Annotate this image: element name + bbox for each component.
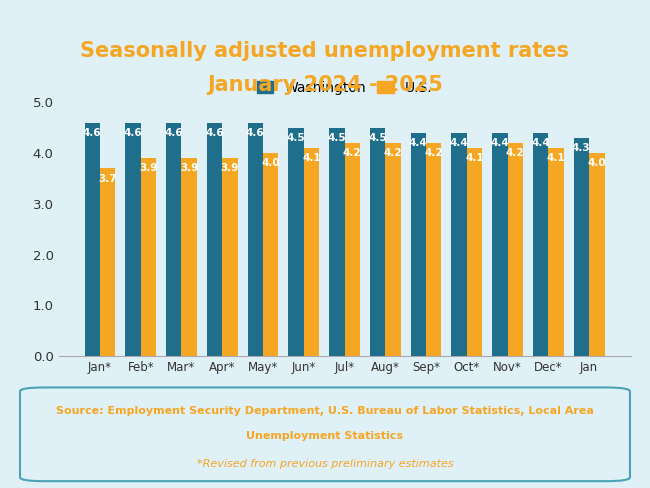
Text: January 2024 - 2025: January 2024 - 2025 [207, 76, 443, 95]
Bar [304, 148, 319, 356]
Text: 4.6: 4.6 [164, 128, 183, 138]
Text: 4.2: 4.2 [384, 148, 402, 158]
Bar [207, 123, 222, 356]
Text: 4.2: 4.2 [424, 148, 443, 158]
Legend: Washington, U.S.: Washington, U.S. [252, 77, 437, 99]
Bar [125, 123, 141, 356]
Text: Unemployment Statistics: Unemployment Statistics [246, 431, 404, 441]
Bar [222, 158, 238, 356]
Bar [467, 148, 482, 356]
Bar [263, 153, 278, 356]
Text: 4.4: 4.4 [450, 138, 469, 148]
FancyBboxPatch shape [20, 387, 630, 481]
Bar [508, 143, 523, 356]
Text: 4.6: 4.6 [83, 128, 101, 138]
Bar [370, 128, 385, 356]
Bar [344, 143, 360, 356]
Bar [84, 123, 100, 356]
Text: 4.5: 4.5 [328, 133, 346, 143]
Text: 4.4: 4.4 [531, 138, 550, 148]
Bar [451, 133, 467, 356]
Text: 3.7: 3.7 [98, 174, 117, 183]
Text: 4.2: 4.2 [506, 148, 525, 158]
Text: 3.9: 3.9 [180, 163, 198, 173]
Text: 4.0: 4.0 [261, 158, 280, 168]
Text: 4.6: 4.6 [124, 128, 142, 138]
Text: Source: Employment Security Department, U.S. Bureau of Labor Statistics, Local A: Source: Employment Security Department, … [56, 406, 594, 416]
Bar [573, 138, 589, 356]
Bar [411, 133, 426, 356]
Text: 4.2: 4.2 [343, 148, 361, 158]
Bar [100, 168, 116, 356]
Text: 4.0: 4.0 [588, 158, 606, 168]
Bar [181, 158, 197, 356]
Text: 4.5: 4.5 [368, 133, 387, 143]
Bar [589, 153, 604, 356]
Text: 4.3: 4.3 [572, 143, 591, 153]
Text: 4.4: 4.4 [490, 138, 509, 148]
Bar [329, 128, 344, 356]
Text: 4.5: 4.5 [287, 133, 305, 143]
Text: 3.9: 3.9 [221, 163, 239, 173]
Bar [248, 123, 263, 356]
Text: *Revised from previous preliminary estimates: *Revised from previous preliminary estim… [197, 459, 453, 468]
Text: 4.1: 4.1 [547, 153, 566, 163]
Text: 4.6: 4.6 [246, 128, 265, 138]
Text: 4.4: 4.4 [409, 138, 428, 148]
Bar [426, 143, 441, 356]
Bar [533, 133, 548, 356]
Bar [166, 123, 181, 356]
Bar [492, 133, 508, 356]
Text: Seasonally adjusted unemployment rates: Seasonally adjusted unemployment rates [81, 41, 569, 61]
Text: 4.1: 4.1 [302, 153, 321, 163]
Text: 3.9: 3.9 [139, 163, 158, 173]
Bar [141, 158, 156, 356]
Text: 4.1: 4.1 [465, 153, 484, 163]
Bar [548, 148, 564, 356]
Bar [385, 143, 401, 356]
Bar [288, 128, 304, 356]
Text: 4.6: 4.6 [205, 128, 224, 138]
